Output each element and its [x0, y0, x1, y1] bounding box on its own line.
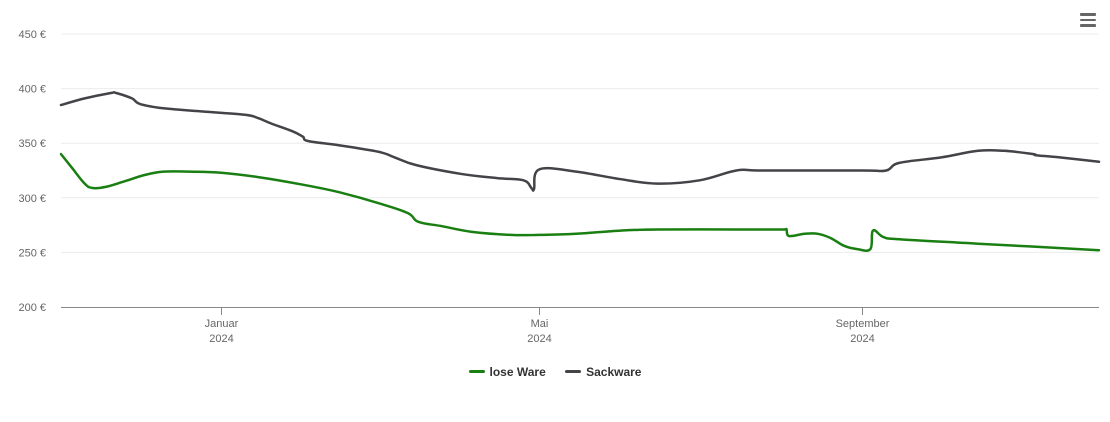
y-axis: 200 € 250 € 300 € 350 € 400 € 450 € [18, 29, 46, 314]
hamburger-menu-icon-bar [1080, 24, 1096, 27]
legend-item-lose-ware[interactable]: lose Ware [468, 364, 546, 379]
series-lines [59, 91, 1101, 252]
grid-lines [61, 33, 1099, 253]
x-tick-label-month: September [836, 318, 890, 330]
x-tick-label-year: 2024 [209, 333, 233, 345]
legend-item-sackware[interactable]: Sackware [565, 365, 641, 379]
x-tick-label-year: 2024 [527, 333, 551, 345]
x-tick-label-year: 2024 [850, 333, 874, 345]
series-line-sackware[interactable] [59, 91, 1101, 192]
y-tick-label: 450 € [18, 29, 46, 41]
x-tick-label-month: Januar [205, 318, 239, 330]
legend-label-sackware: Sackware [586, 364, 642, 379]
y-tick-label: 200 € [18, 302, 46, 314]
hamburger-menu-icon [1080, 13, 1096, 16]
x-axis: Januar 2024 Mai 2024 September 2024 [61, 307, 1099, 345]
chart-menu-button[interactable] [1076, 10, 1100, 32]
hamburger-menu-icon-bar [1080, 18, 1096, 21]
x-tick-label-month: Mai [531, 318, 549, 330]
y-tick-label: 250 € [18, 247, 46, 259]
chart-legend: lose Ware Sackware [0, 362, 1110, 379]
legend-swatch-sackware [565, 370, 582, 373]
y-tick-label: 350 € [18, 138, 46, 150]
legend-swatch-lose-ware [468, 370, 485, 373]
y-tick-label: 400 € [18, 84, 46, 96]
legend-label-lose-ware: lose Ware [489, 364, 546, 379]
series-line-lose-ware[interactable] [59, 152, 1101, 252]
y-tick-label: 300 € [18, 193, 46, 205]
